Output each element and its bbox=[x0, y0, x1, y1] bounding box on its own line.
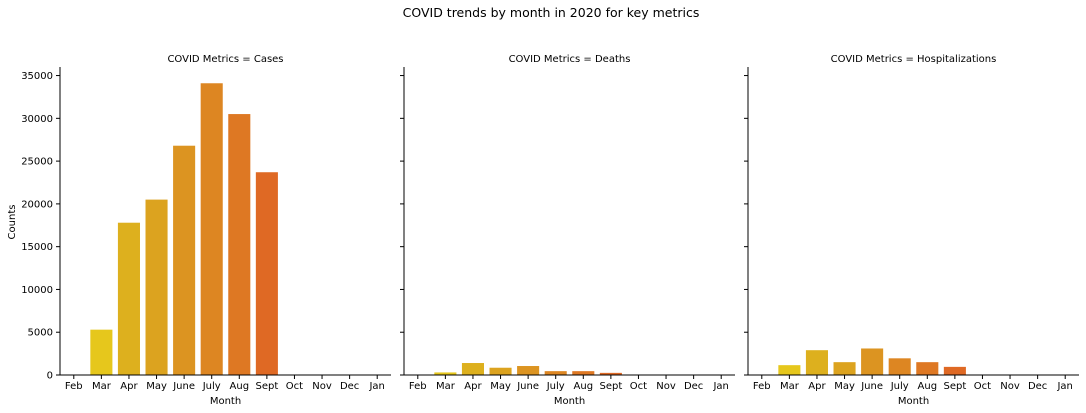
x-tick-label: Sept bbox=[943, 381, 966, 392]
facet-title: COVID Metrics = Hospitalizations bbox=[831, 54, 997, 65]
y-tick-label: 10000 bbox=[21, 285, 53, 296]
bar bbox=[916, 362, 939, 375]
y-axis-label: Counts bbox=[7, 205, 18, 240]
y-tick-label: 35000 bbox=[21, 71, 53, 82]
x-tick-label: May bbox=[490, 381, 511, 392]
x-tick-label: Nov bbox=[1000, 381, 1020, 392]
y-tick-label: 15000 bbox=[21, 242, 53, 253]
y-tick-label: 20000 bbox=[21, 199, 53, 210]
x-tick-label: Oct bbox=[974, 381, 991, 392]
bar bbox=[861, 348, 884, 375]
x-tick-label: Feb bbox=[65, 381, 83, 392]
bar bbox=[833, 362, 856, 375]
bar bbox=[572, 371, 595, 375]
chart-title: COVID trends by month in 2020 for key me… bbox=[403, 5, 700, 20]
x-tick-label: Jan bbox=[368, 381, 384, 392]
x-tick-label: Mar bbox=[436, 381, 456, 392]
bar bbox=[805, 350, 828, 375]
bar bbox=[173, 145, 196, 375]
y-tick-label: 30000 bbox=[21, 114, 53, 125]
x-tick-label: Sept bbox=[255, 381, 278, 392]
bar bbox=[90, 329, 113, 375]
facet-panels: COVID Metrics = Cases 0 5000 10000 15000 2000… bbox=[21, 54, 1079, 407]
x-tick-label: May bbox=[146, 381, 167, 392]
x-tick-label: Nov bbox=[656, 381, 676, 392]
bar bbox=[544, 371, 567, 375]
x-tick-label: July bbox=[890, 381, 909, 392]
bar bbox=[117, 222, 140, 375]
bar bbox=[145, 199, 168, 375]
x-tick-label: June bbox=[860, 381, 883, 392]
bar bbox=[434, 372, 457, 375]
x-tick-label: Oct bbox=[286, 381, 303, 392]
x-tick-label: Aug bbox=[574, 381, 594, 392]
bar bbox=[778, 365, 801, 375]
x-axis-label: Month bbox=[554, 396, 585, 407]
x-tick-label: Nov bbox=[312, 381, 332, 392]
facet-title: COVID Metrics = Deaths bbox=[509, 54, 631, 65]
bar bbox=[599, 372, 622, 375]
x-tick-label: Dec bbox=[684, 381, 703, 392]
x-tick-label: Feb bbox=[409, 381, 427, 392]
bar bbox=[255, 172, 278, 375]
x-tick-label: Sept bbox=[599, 381, 622, 392]
x-tick-label: July bbox=[546, 381, 565, 392]
facet-panel: COVID Metrics = Hospitalizations Feb Mar Ap… bbox=[744, 54, 1079, 407]
bar bbox=[943, 366, 966, 375]
x-axis-label: Month bbox=[210, 396, 241, 407]
bar bbox=[517, 366, 540, 375]
x-tick-label: Feb bbox=[753, 381, 771, 392]
bar bbox=[461, 363, 484, 375]
x-tick-label: Aug bbox=[918, 381, 938, 392]
y-tick-label: 0 bbox=[47, 371, 53, 382]
x-tick-label: June bbox=[172, 381, 195, 392]
x-tick-label: July bbox=[202, 381, 221, 392]
bar bbox=[489, 367, 512, 375]
x-tick-label: Dec bbox=[1028, 381, 1047, 392]
y-tick-label: 5000 bbox=[28, 328, 53, 339]
facet-panel: COVID Metrics = Deaths Feb Mar Apr May June Ju… bbox=[400, 54, 735, 407]
bar bbox=[228, 114, 251, 375]
bar bbox=[888, 358, 911, 375]
x-tick-label: Mar bbox=[92, 381, 112, 392]
y-tick-label: 25000 bbox=[21, 157, 53, 168]
x-tick-label: Aug bbox=[230, 381, 250, 392]
x-tick-label: Apr bbox=[120, 381, 138, 392]
x-tick-label: Apr bbox=[808, 381, 826, 392]
x-tick-label: June bbox=[516, 381, 539, 392]
bar bbox=[200, 83, 223, 375]
x-tick-label: Jan bbox=[1056, 381, 1072, 392]
x-tick-label: Oct bbox=[630, 381, 647, 392]
x-tick-label: Mar bbox=[780, 381, 800, 392]
x-tick-label: Apr bbox=[464, 381, 482, 392]
x-tick-label: Dec bbox=[340, 381, 359, 392]
x-tick-label: May bbox=[834, 381, 855, 392]
x-tick-label: Jan bbox=[712, 381, 728, 392]
x-axis-label: Month bbox=[898, 396, 929, 407]
facet-title: COVID Metrics = Cases bbox=[167, 54, 283, 65]
facet-panel: COVID Metrics = Cases 0 5000 10000 15000 2000… bbox=[21, 54, 391, 407]
